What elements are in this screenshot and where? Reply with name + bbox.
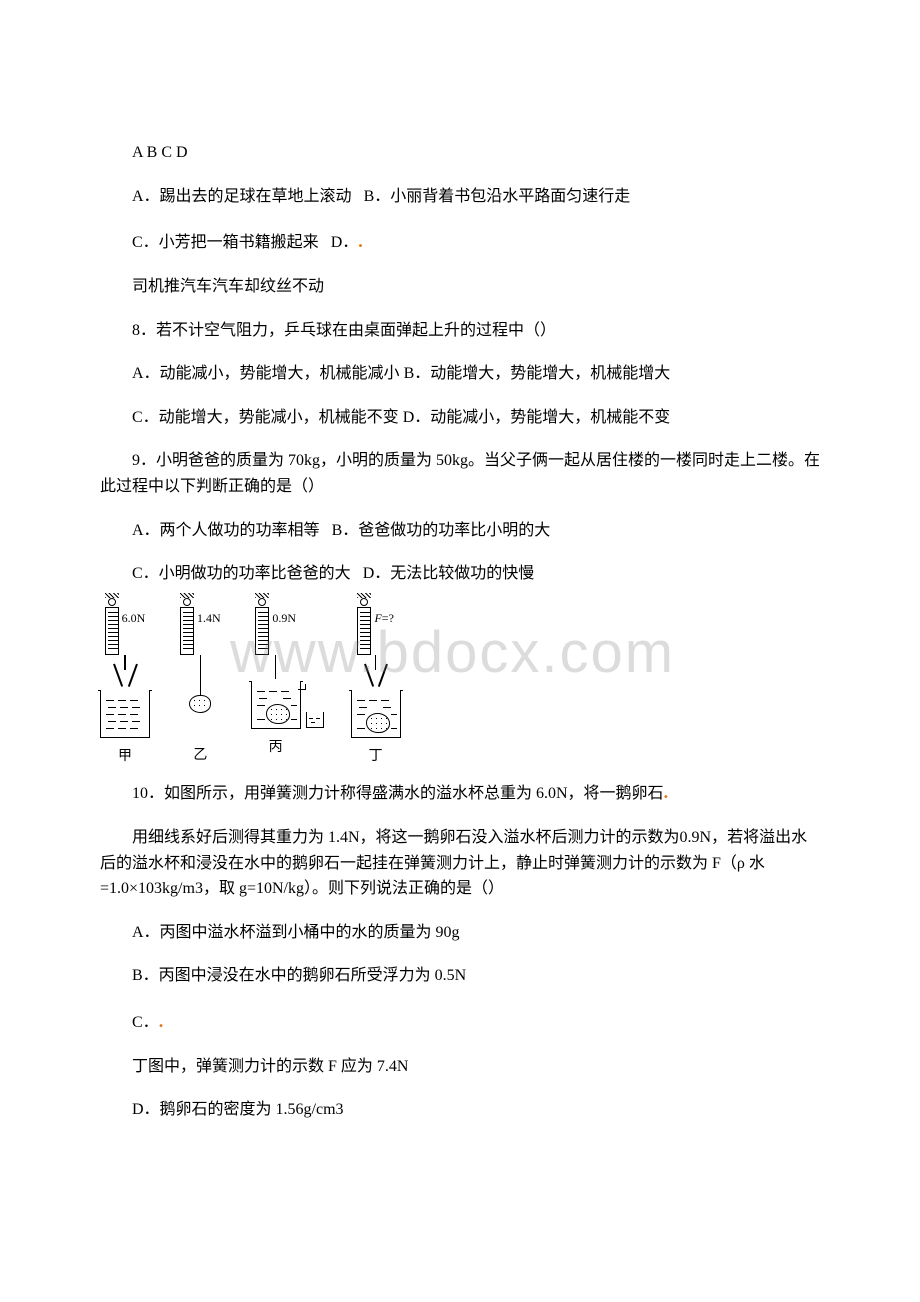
scale-label-jia: 6.0N: [122, 609, 146, 628]
q10-opt-a: A．丙图中溢水杯溢到小桶中的水的质量为 90g: [100, 920, 820, 946]
q8-opt-d: D．动能减小，势能增大，机械能不变: [403, 409, 671, 426]
q7-tail: 司机推汽车汽车却纹丝不动: [100, 274, 820, 300]
q8-opt-b: B．动能增大，势能增大，机械能增大: [404, 365, 671, 382]
q9-opt-d: D．无法比较做功的快慢: [363, 565, 535, 582]
q10-para2: 用细线系好后测得其重力为 1.4N，将这一鹅卵石没入溢水杯后测力计的示数为0.9…: [100, 825, 820, 902]
q10-opt-c: C．.: [100, 1007, 820, 1036]
scale-label-ding: F=?: [374, 609, 393, 628]
highlight-dot-icon: .: [159, 1011, 164, 1031]
caption-yi: 乙: [193, 745, 207, 767]
experiment-diagram: www.bdocx.com 6.0N: [100, 607, 820, 768]
q10-tail-c: 丁图中，弹簧测力计的示数 F 应为 7.4N: [100, 1054, 820, 1080]
experiment-bing: 0.9N 丙: [251, 607, 301, 759]
highlight-dot-icon: .: [664, 782, 669, 802]
experiment-ding: F=? 丁: [351, 607, 401, 768]
q10-opt-b: B．丙图中浸没在水中的鹅卵石所受浮力为 0.5N: [100, 963, 820, 989]
q8-opt-c: C．动能增大，势能减小，机械能不变: [132, 409, 399, 426]
q9-opt-b: B．爸爸做功的功率比小明的大: [332, 522, 551, 539]
q10-opt-d: D．鹅卵石的密度为 1.56g/cm3: [100, 1097, 820, 1123]
q7-options-cd: C．小芳把一箱书籍搬起来 D．.: [100, 227, 820, 256]
q7-opt-b: B．小丽背着书包沿水平路面匀速行走: [364, 188, 631, 205]
q7-opt-d: D．: [331, 234, 359, 251]
q9-opt-c: C．小明做功的功率比爸爸的大: [132, 565, 351, 582]
q7-opt-c: C．小芳把一箱书籍搬起来: [132, 234, 319, 251]
q8-options-cd: C．动能增大，势能减小，机械能不变 D．动能减小，势能增大，机械能不变: [100, 405, 820, 431]
caption-ding: 丁: [369, 746, 383, 768]
q8-stem: 8．若不计空气阻力，乒乓球在由桌面弹起上升的过程中（）: [100, 318, 820, 344]
q8-opt-a: A．动能减小，势能增大，机械能减小: [132, 365, 400, 382]
caption-jia: 甲: [118, 746, 132, 768]
highlight-dot-icon: .: [358, 231, 363, 251]
scale-label-bing: 0.9N: [272, 609, 296, 628]
q9-opt-a: A．两个人做功的功率相等: [132, 522, 320, 539]
q8-options-ab: A．动能减小，势能增大，机械能减小 B．动能增大，势能增大，机械能增大: [100, 361, 820, 387]
experiment-yi: 1.4N 乙: [180, 607, 221, 767]
q9-options-cd: C．小明做功的功率比爸爸的大 D．无法比较做功的快慢: [100, 561, 820, 587]
q7-options-ab: A．踢出去的足球在草地上滚动 B．小丽背着书包沿水平路面匀速行走: [100, 184, 820, 210]
q7-opt-a: A．踢出去的足球在草地上滚动: [132, 188, 352, 205]
caption-bing: 丙: [269, 737, 283, 759]
abcd-line: A B C D: [100, 140, 820, 166]
experiment-jia: 6.0N 甲: [100, 607, 150, 768]
q9-options-ab: A．两个人做功的功率相等 B．爸爸做功的功率比小明的大: [100, 518, 820, 544]
scale-label-yi: 1.4N: [197, 609, 221, 628]
q9-stem: 9．小明爸爸的质量为 70kg，小明的质量为 50kg。当父子俩一起从居住楼的一…: [100, 448, 820, 499]
q10-stem: 10．如图所示，用弹簧测力计称得盛满水的溢水杯总重为 6.0N，将一鹅卵石.: [100, 778, 820, 807]
